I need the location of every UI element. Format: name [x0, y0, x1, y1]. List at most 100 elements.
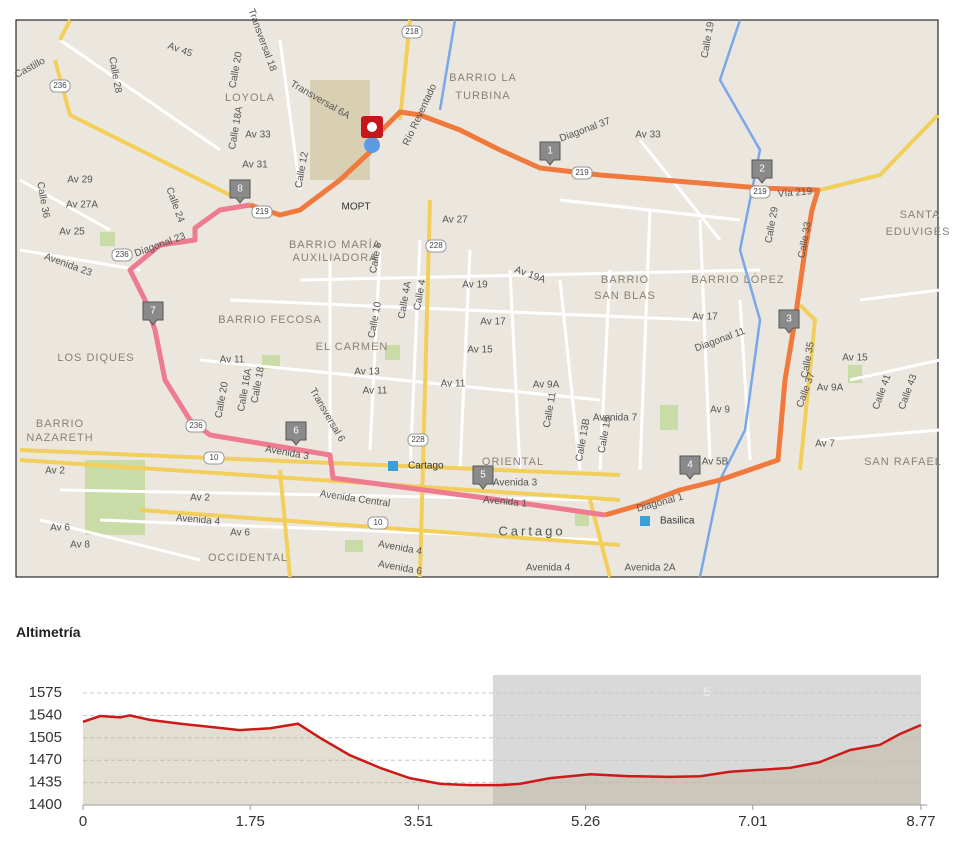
km-marker[interactable]: 4 [679, 455, 701, 480]
map-label: SAN RAFAEL [864, 456, 942, 468]
y-tick-label: 1470 [29, 751, 62, 768]
marker-shape [751, 159, 773, 184]
map-label: Avenida 7 [593, 413, 638, 424]
marker-shape [142, 301, 164, 326]
y-tick-label: 1575 [29, 684, 62, 701]
y-tick-label: 1505 [29, 729, 62, 746]
map-label: BARRIO MARÍA [289, 238, 381, 251]
map-label: Av 31 [242, 160, 268, 171]
marker-label: 3 [786, 314, 792, 325]
marker-shape [539, 141, 561, 166]
x-tick-label: 5.26 [571, 813, 600, 830]
map-label: Av 15 [842, 353, 868, 364]
start-pin[interactable] [361, 116, 383, 153]
km-marker[interactable]: 5 [472, 465, 494, 490]
route-segment [249, 109, 821, 518]
map-label: AUXILIADORA [293, 252, 378, 264]
marker-label: 6 [293, 426, 299, 437]
map-label: Av 9A [533, 380, 560, 391]
marker-label: 5 [480, 470, 486, 481]
map-label: Av 8 [70, 540, 90, 551]
marker-shape [778, 309, 800, 334]
map-label: SAN BLAS [594, 290, 656, 302]
area-fill [83, 715, 921, 805]
route-shield [185, 419, 207, 433]
map-label: TURBINA [455, 90, 510, 102]
km-marker[interactable]: 7 [142, 301, 164, 326]
map-label: Av 25 [59, 227, 85, 238]
x-tick-label: 0 [79, 813, 87, 830]
map-label: Av 5B [702, 457, 729, 468]
y-tick-label: 1540 [29, 706, 62, 723]
map-label: Calle 4 [412, 278, 428, 311]
route-shield-label: 236 [53, 81, 67, 90]
marker-shape [679, 455, 701, 480]
map-label: Av 9A [817, 383, 844, 394]
route-shield [251, 205, 273, 219]
map-label: NAZARETH [26, 432, 93, 444]
map-label: Avenida 4 [526, 563, 571, 574]
map-label: EL CARMEN [316, 341, 389, 353]
marker-shape [229, 179, 251, 204]
marker-label: 7 [150, 306, 156, 317]
km-marker[interactable]: 3 [778, 309, 800, 334]
route-shield-label: 236 [115, 250, 129, 259]
map-label: BARRIO FECOSA [218, 314, 321, 326]
km-marker[interactable]: 6 [285, 421, 307, 446]
route-shield-label: 228 [429, 241, 443, 250]
map-label: Av 29 [67, 175, 93, 186]
poi-label: Basilica [660, 516, 695, 527]
map-label: Av 33 [245, 130, 271, 141]
map-label: Av 6 [230, 528, 250, 539]
map-label: Av 15 [467, 345, 493, 356]
map-label: BARRIO LÓPEZ [691, 273, 784, 286]
y-tick-label: 1400 [29, 796, 62, 813]
map-label: Av 2 [45, 466, 65, 477]
highlight-label: 5 [704, 685, 711, 699]
map-label: OCCIDENTAL [208, 552, 288, 564]
map-label: EDUVIGES [886, 226, 951, 238]
marker-shape [472, 465, 494, 490]
map-label: Av 6 [50, 523, 70, 534]
route-shield [425, 239, 447, 253]
map-label: Av 2 [190, 493, 210, 504]
route-shield-label: 219 [575, 168, 589, 177]
map-label: SANTA [900, 209, 941, 221]
x-tick-label: 1.75 [236, 813, 265, 830]
map-label: Av 17 [692, 312, 718, 323]
map-label: Av 9 [710, 405, 730, 416]
marker-label: 8 [237, 184, 243, 195]
km-marker[interactable]: 8 [229, 179, 251, 204]
map-label: Av 17 [480, 317, 506, 328]
route-shield-label: 218 [405, 27, 419, 36]
route-shield [111, 248, 133, 262]
km-marker[interactable]: 2 [751, 159, 773, 184]
marker-label: 4 [687, 460, 693, 471]
map-label: LOYOLA [225, 92, 275, 104]
map-label: Vía 219 [777, 186, 813, 200]
map-label: BARRIO LA [449, 72, 517, 84]
km-marker[interactable]: 1 [539, 141, 561, 166]
map-label: Avenida 3 [493, 478, 538, 489]
poi-label: MOPT [342, 202, 371, 213]
route-shield-label: 10 [210, 453, 219, 462]
map-label: Cartago [498, 523, 565, 538]
route-segment [127, 202, 606, 518]
route-shield-label: 228 [411, 435, 425, 444]
marker-label: 2 [759, 164, 765, 175]
map-label: Av 7 [815, 439, 835, 450]
map-label: Av 27A [66, 200, 98, 211]
route-shield [367, 516, 389, 530]
map-label: Avenida 4 [175, 513, 221, 528]
map-label: Av 27 [442, 215, 468, 226]
route-shield [407, 433, 429, 447]
route-shield [749, 185, 771, 199]
map-label: Avenida 2A [625, 563, 676, 574]
route-shield-label: 219 [255, 207, 269, 216]
map-label: LOS DIQUES [57, 352, 134, 364]
map-label: ORIENTAL [482, 456, 544, 468]
x-tick-label: 7.01 [738, 813, 767, 830]
map-label: Avenida 1 [482, 495, 528, 510]
